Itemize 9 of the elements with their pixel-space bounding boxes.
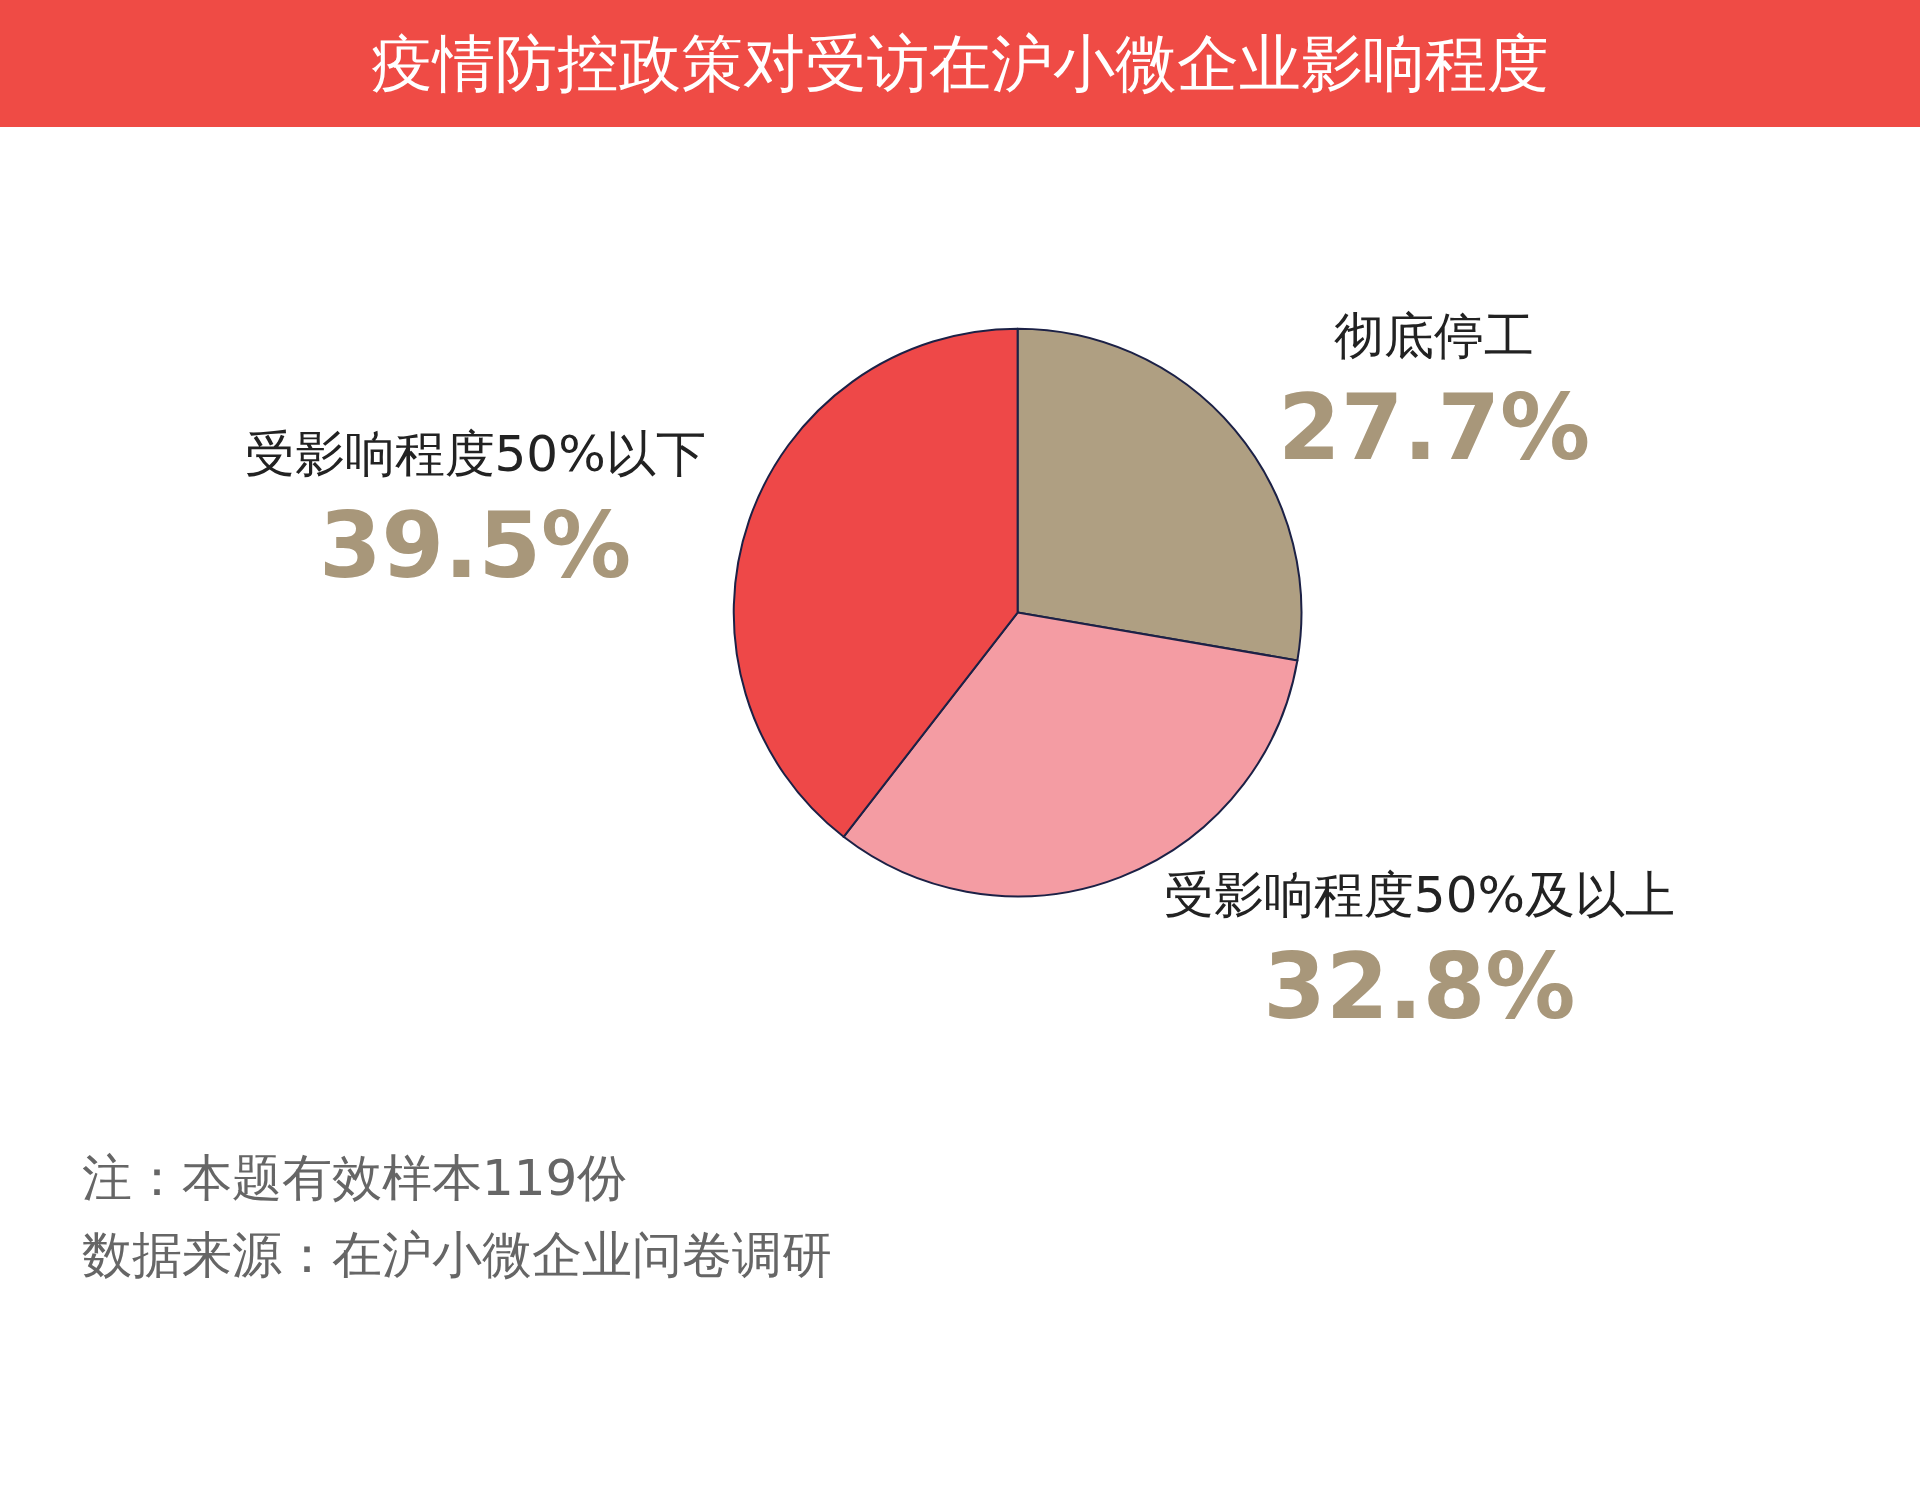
slice-label: 彻底停工	[1334, 306, 1535, 365]
slice-label: 受影响程度50%以下	[244, 424, 706, 483]
slice-label: 受影响程度50%及以上	[1163, 865, 1675, 924]
source-note: 数据来源：在沪小微企业问卷调研	[82, 1226, 832, 1284]
data-label: 39.5%	[318, 493, 632, 599]
data-label: 32.8%	[1263, 934, 1576, 1040]
chart-title: 疫情防控政策对受访在沪小微企业影响程度	[371, 26, 1549, 100]
data-label: 27.7%	[1278, 375, 1591, 481]
text: 注：本题有效样本119份	[82, 1149, 628, 1207]
